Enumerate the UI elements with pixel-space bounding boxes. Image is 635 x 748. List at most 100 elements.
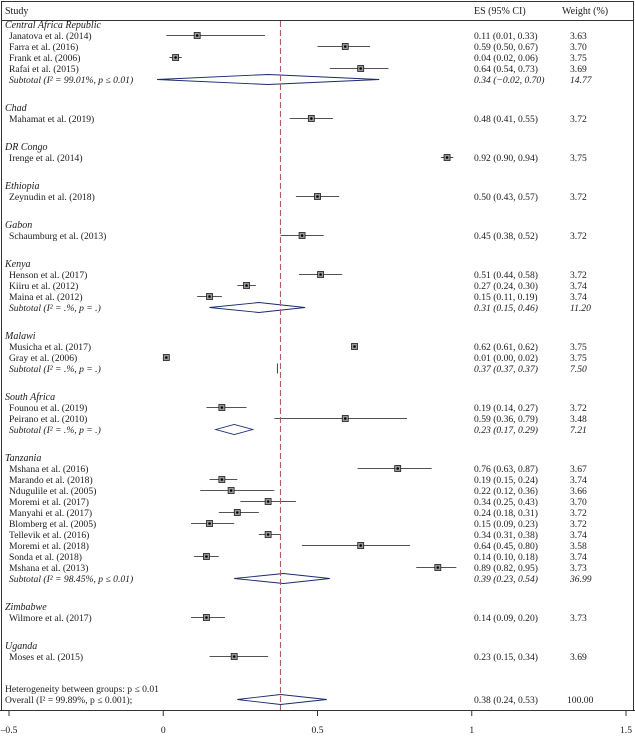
study-label: Manyahi et al. (2017): [9, 508, 92, 519]
study-es-ci: 0.23 (0.15, 0.34): [474, 652, 538, 663]
study-label: Musicha et al. (2017): [9, 342, 91, 353]
x-axis: –0.5 0 0.5 1 1.5: [0, 710, 635, 736]
study-point-center: [205, 616, 208, 619]
study-point-center: [266, 533, 270, 536]
study-point-center: [205, 555, 208, 558]
study-label: Gray et al. (2006): [9, 353, 77, 364]
study-es-ci: 0.64 (0.45, 0.80): [474, 541, 538, 552]
study-point-center: [245, 284, 248, 287]
overall-label: Overall (I² = 99.89%, p ≤ 0.001);: [5, 695, 132, 706]
study-weight: 3.72: [570, 519, 587, 530]
study-label: Janatova et al. (2014): [9, 31, 92, 42]
study-es-ci: 0.64 (0.54, 0.73): [474, 64, 538, 75]
study-es-ci: 0.76 (0.63, 0.87): [474, 464, 538, 475]
study-point-center: [195, 34, 199, 37]
study-weight: 3.69: [570, 652, 587, 663]
study-label: Irenge et al. (2014): [9, 153, 83, 164]
x-tick-label: 0: [161, 725, 166, 736]
subtotal-label: Subtotal (I² = .%, p = .): [9, 425, 101, 436]
study-point-center: [235, 511, 239, 514]
subtotal-weight: 7.21: [570, 425, 587, 436]
subtotal-weight: 14.77: [570, 75, 593, 86]
study-label: Wilmore et al. (2017): [9, 613, 92, 624]
subtotal-diamond: [157, 74, 380, 85]
study-weight: 3.58: [570, 541, 587, 552]
study-weight: 3.75: [570, 342, 587, 353]
study-point-center: [229, 489, 233, 492]
study-label: Moremi et al. (2018): [9, 541, 89, 552]
study-weight: 3.73: [570, 563, 587, 574]
study-weight: 3.75: [570, 153, 587, 164]
group-label: South Africa: [5, 392, 55, 403]
study-es-ci: 0.59 (0.50, 0.67): [474, 42, 538, 53]
group-label: Kenya: [4, 259, 31, 270]
study-point-center: [310, 117, 313, 120]
group-label: Chad: [5, 103, 28, 114]
study-label: Henson et al. (2017): [9, 270, 87, 281]
study-es-ci: 0.15 (0.09, 0.23): [474, 519, 538, 530]
subtotal-diamond: [213, 424, 255, 435]
study-point-center: [174, 56, 177, 59]
group-label: Ethiopia: [4, 181, 39, 192]
study-point-center: [165, 356, 168, 359]
subtotal-weight: 7.50: [570, 364, 587, 375]
es-column-header: ES (95% CI): [474, 6, 526, 17]
study-es-ci: 0.15 (0.11, 0.19): [474, 292, 538, 303]
study-es-ci: 0.34 (0.31, 0.38): [474, 530, 538, 541]
study-weight: 3.72: [570, 114, 587, 125]
study-point-center: [343, 45, 347, 48]
study-point-center: [220, 478, 224, 481]
group-label: Malawi: [4, 331, 36, 342]
study-es-ci: 0.62 (0.61, 0.62): [474, 342, 538, 353]
study-point-center: [343, 417, 347, 420]
study-es-ci: 0.11 (0.01, 0.33): [474, 31, 538, 42]
study-label: Moremi et al. (2017): [9, 497, 89, 508]
study-point-center: [445, 156, 449, 159]
subtotal-label: Subtotal (I² = 99.01%, p ≤ 0.01): [9, 75, 133, 86]
study-es-ci: 0.19 (0.14, 0.27): [474, 403, 538, 414]
study-es-ci: 0.50 (0.43, 0.57): [474, 192, 538, 203]
study-weight: 3.70: [570, 42, 587, 53]
study-es-ci: 0.14 (0.10, 0.18): [474, 552, 538, 563]
study-point-center: [316, 195, 319, 198]
study-es-ci: 0.01 (0.00, 0.02): [474, 353, 538, 364]
group-label: Zimbabwe: [5, 602, 47, 613]
subtotal-weight: 36.99: [569, 574, 592, 585]
study-label: Marando et al. (2018): [9, 475, 93, 486]
study-point-center: [300, 234, 304, 237]
study-es-ci: 0.24 (0.18, 0.31): [474, 508, 538, 519]
study-weight: 3.69: [570, 64, 587, 75]
study-label: Farra et al. (2016): [9, 42, 78, 53]
weight-column-header: Weight (%): [562, 6, 608, 17]
study-label: Sonda et al. (2018): [9, 552, 82, 563]
group-label: Uganda: [5, 641, 37, 652]
study-es-ci: 0.89 (0.82, 0.95): [474, 563, 538, 574]
study-es-ci: 0.14 (0.09, 0.20): [474, 613, 538, 624]
study-weight: 3.74: [570, 475, 587, 486]
study-es-ci: 0.45 (0.38, 0.52): [474, 231, 538, 242]
subtotal-es-ci: 0.34 (−0.02, 0.70): [474, 75, 544, 86]
subtotal-diamond: [209, 302, 306, 313]
study-label: Schaumburg et al. (2013): [9, 231, 106, 242]
overall-es-ci: 0.38 (0.24, 0.53): [474, 695, 538, 706]
subtotal-weight: 11.20: [570, 303, 591, 314]
study-label: Mshana et al. (2016): [9, 464, 88, 475]
study-weight: 3.74: [570, 281, 587, 292]
study-weight: 3.73: [570, 613, 587, 624]
x-tick-label: 1: [469, 725, 474, 736]
subtotal-label: Subtotal (I² = 98.45%, p ≤ 0.01): [9, 574, 133, 585]
study-label: Mshana et al. (2013): [9, 563, 88, 574]
study-label: Kiiru et al. (2012): [9, 281, 78, 292]
study-point-center: [436, 566, 440, 569]
study-es-ci: 0.27 (0.24, 0.30): [474, 281, 538, 292]
study-label: Zeynudin et al. (2018): [9, 192, 95, 203]
study-es-ci: 0.19 (0.15, 0.24): [474, 475, 538, 486]
x-tick-label: 1.5: [620, 725, 632, 736]
subtotal-es-ci: 0.31 (0.15, 0.46): [474, 303, 538, 314]
study-weight: 3.74: [570, 292, 587, 303]
study-weight: 3.63: [570, 31, 587, 42]
study-column-header: Study: [5, 6, 28, 17]
